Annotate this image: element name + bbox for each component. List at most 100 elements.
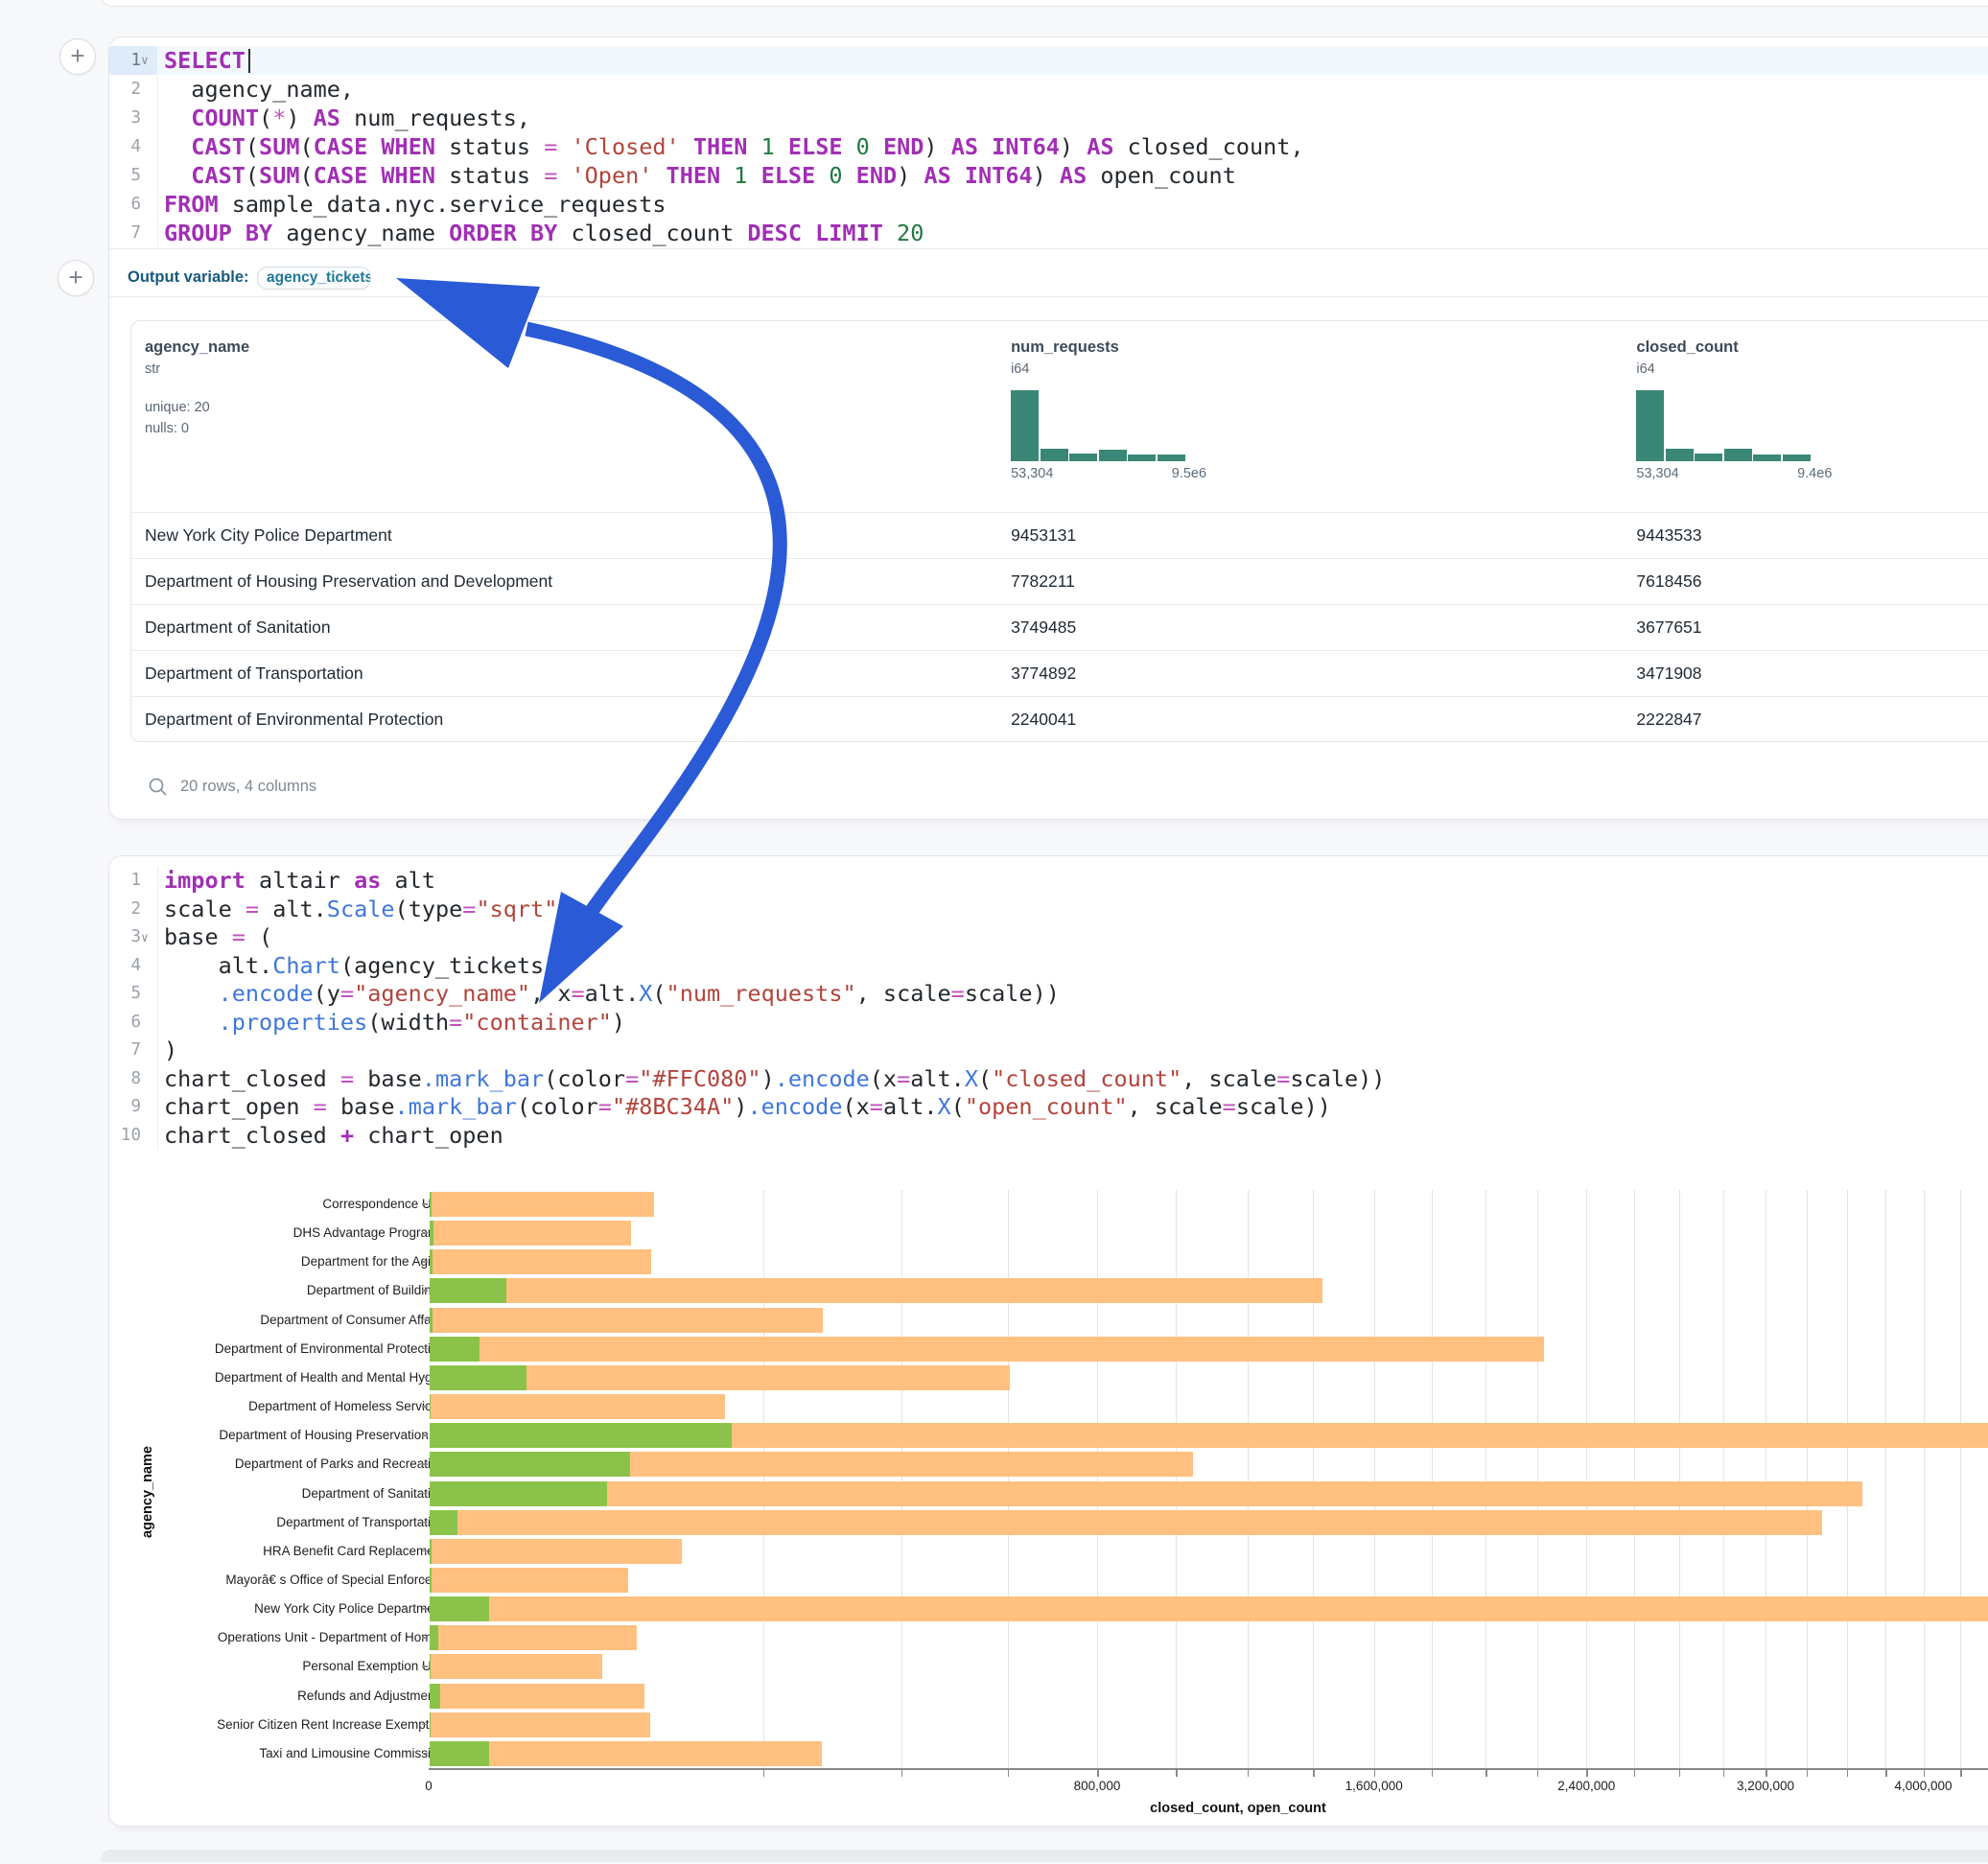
column-header-agency_name[interactable]: agency_namestrunique: 20nulls: 0 (131, 321, 997, 512)
x-axis-tick (1248, 1770, 1250, 1777)
table-cell: Department of Environmental Protection (131, 710, 997, 730)
table-row: Department of Housing Preservation and D… (131, 558, 1988, 604)
x-axis-tick (763, 1770, 765, 1777)
code-line-5: 5 CAST(SUM(CASE WHEN status = 'Open' THE… (109, 161, 1988, 190)
table-cell: 3677651 (1623, 617, 1988, 638)
column-type: str (145, 361, 997, 377)
gridline (1248, 1190, 1249, 1768)
table-cell: 9443533 (1623, 525, 1988, 546)
histogram-range-labels: 53,3049.5e6 (1011, 466, 1206, 481)
bar-closed-count (430, 1278, 1322, 1303)
bar-closed-count (430, 1510, 1822, 1535)
column-header-num_requests[interactable]: num_requestsi6453,3049.5e6 (997, 321, 1623, 512)
bar-open-count (430, 1394, 431, 1419)
output-variable-label: Output variable: (128, 268, 249, 287)
bar-open-count (430, 1568, 432, 1593)
sql-code-editor[interactable]: 1∨SELECT2 agency_name,3 COUNT(*) AS num_… (109, 46, 1988, 247)
sql-cell-card: 1∨SELECT2 agency_name,3 COUNT(*) AS num_… (108, 36, 1988, 820)
altair-bar-chart: 0800,0001,600,0002,400,0003,200,0004,000… (109, 856, 1988, 1825)
text-cursor (248, 49, 250, 73)
gridline (1176, 1190, 1177, 1768)
table-cell: Department of Housing Preservation and D… (131, 571, 997, 592)
gridline (1885, 1190, 1886, 1768)
table-cell: New York City Police Department (131, 525, 997, 546)
output-variable-pill[interactable]: agency_tickets (257, 267, 371, 290)
add-cell-button-top[interactable]: + (59, 38, 96, 75)
fold-caret-icon[interactable]: ∨ (141, 47, 149, 76)
bar-closed-count (430, 1308, 823, 1333)
x-axis-tick (1176, 1770, 1178, 1777)
y-axis-label: Department of Health and Mental Hyg… (119, 1371, 445, 1385)
code-text: COUNT(*) AS num_requests, (164, 104, 530, 132)
x-axis-tick (1586, 1770, 1588, 1777)
y-axis-label: Senior Citizen Rent Increase Exempti… (119, 1718, 445, 1732)
bar-closed-count (430, 1481, 1862, 1506)
next-cell-top-edge (101, 1850, 1988, 1862)
y-axis-title: agency_name (140, 1446, 155, 1538)
line-number: 3 (109, 104, 157, 132)
x-axis-tick (1097, 1770, 1099, 1777)
x-axis-tick (1885, 1770, 1887, 1777)
column-histogram (1011, 389, 1185, 461)
gridline (1723, 1190, 1724, 1768)
table-cell: 7618456 (1623, 571, 1988, 592)
y-axis-tick (422, 1724, 428, 1726)
bar-closed-count (430, 1221, 631, 1246)
y-axis-label: Department of Sanitation (119, 1487, 445, 1501)
separator (109, 248, 1988, 249)
bar-open-count (430, 1596, 489, 1621)
code-text: agency_name, (164, 75, 354, 104)
bar-open-count (430, 1452, 630, 1477)
previous-cell-bottom-edge (101, 0, 1988, 7)
x-axis-tick-label: 4,000,000 (1895, 1779, 1953, 1793)
gridline (1313, 1190, 1314, 1768)
gridline (1432, 1190, 1433, 1768)
column-type: i64 (1011, 361, 1623, 377)
x-axis-tick (1960, 1770, 1962, 1777)
histogram-range-labels: 53,3049.4e6 (1636, 466, 1832, 481)
bar-open-count (430, 1625, 438, 1650)
x-axis-tick-label: 3,200,000 (1737, 1779, 1794, 1793)
gridline (1924, 1190, 1925, 1768)
x-axis-tick (1679, 1770, 1681, 1777)
y-axis-label: Department of Homeless Services (119, 1400, 445, 1413)
search-icon[interactable] (148, 777, 168, 797)
y-axis-tick (422, 1695, 428, 1697)
gridline (1634, 1190, 1635, 1768)
bar-closed-count (430, 1684, 644, 1709)
column-name: closed_count (1636, 338, 1988, 357)
bar-closed-count (430, 1394, 725, 1419)
code-text: GROUP BY agency_name ORDER BY closed_cou… (164, 219, 924, 247)
code-line-2: 2 agency_name, (109, 75, 1988, 104)
gridline (1679, 1190, 1680, 1768)
bar-closed-count (430, 1596, 1988, 1621)
column-header-closed_count[interactable]: closed_counti6453,3049.4e6 (1623, 321, 1988, 512)
query-result-table[interactable]: agency_namestrunique: 20nulls: 0num_requ… (130, 320, 1988, 742)
separator (109, 296, 1988, 297)
code-text: CAST(SUM(CASE WHEN status = 'Closed' THE… (164, 132, 1304, 161)
x-axis-tick (1807, 1770, 1809, 1777)
table-row: Department of Environmental Protection22… (131, 696, 1988, 742)
x-axis-tick (1008, 1770, 1010, 1777)
line-number: 5 (109, 161, 157, 190)
gridline (1374, 1190, 1375, 1768)
y-axis-tick (422, 1753, 428, 1755)
bar-open-count (430, 1365, 526, 1390)
bar-closed-count (430, 1249, 651, 1274)
y-axis-label: Department for the Aging (119, 1255, 445, 1269)
x-axis-tick (1432, 1770, 1434, 1777)
python-cell-card: 1import altair as alt2scale = alt.Scale(… (108, 855, 1988, 1827)
y-axis-label: Department of Parks and Recreation (119, 1457, 445, 1471)
bar-open-count (430, 1308, 433, 1333)
bar-closed-count (430, 1539, 682, 1564)
y-axis-tick (422, 1319, 428, 1321)
bar-open-count (430, 1684, 440, 1709)
y-axis-label: HRA Benefit Card Replacement (119, 1545, 445, 1558)
notebook-page: + + 1∨SELECT2 agency_name,3 COUNT(*) AS … (0, 0, 1988, 1864)
gridline (1008, 1190, 1009, 1768)
code-line-1: 1∨SELECT (109, 46, 1988, 75)
add-cell-button-output[interactable]: + (58, 260, 94, 296)
code-text: SELECT (164, 46, 250, 75)
code-line-3: 3 COUNT(*) AS num_requests, (109, 104, 1988, 132)
gridline (1807, 1190, 1808, 1768)
